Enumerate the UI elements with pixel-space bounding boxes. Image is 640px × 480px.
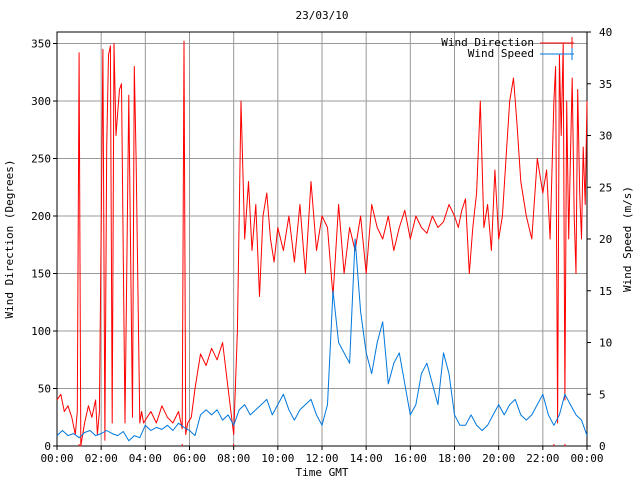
series-line-wind-direction [56, 40, 588, 447]
left-tick-label: 100 [31, 325, 51, 338]
left-tick-label: 350 [31, 38, 51, 51]
grid [57, 32, 587, 446]
right-tick-label: 15 [599, 285, 612, 298]
series [56, 40, 588, 447]
x-tick-label: 20:00 [482, 452, 515, 465]
axis-ticks: 00:00 02:00 04:00 06:00 08:00 10:00 12:00 14:00… [31, 26, 612, 465]
left-tick-label: 0 [44, 440, 51, 453]
legend-label-wind-direction: Wind Direction [441, 36, 534, 49]
left-tick-label: 50 [38, 383, 51, 396]
left-tick-label: 200 [31, 210, 51, 223]
left-tick-label: 150 [31, 268, 51, 281]
x-tick-label: 16:00 [394, 452, 427, 465]
x-axis-label: Time GMT [296, 466, 349, 479]
legend: Wind Direction Wind Speed [441, 36, 574, 60]
left-tick-label: 300 [31, 95, 51, 108]
right-tick-label: 25 [599, 181, 612, 194]
x-tick-label: 06:00 [173, 452, 206, 465]
legend-label-wind-speed: Wind Speed [468, 47, 534, 60]
x-tick-label: 22:00 [526, 452, 559, 465]
right-tick-label: 30 [599, 130, 612, 143]
right-axis-label: Wind Speed (m/s) [621, 186, 634, 292]
x-tick-label: 10:00 [261, 452, 294, 465]
right-tick-label: 35 [599, 78, 612, 91]
right-tick-label: 20 [599, 233, 612, 246]
right-tick-label: 10 [599, 337, 612, 350]
series-line-wind-speed [56, 238, 588, 442]
x-tick-label: 00:00 [40, 452, 73, 465]
chart-title: 23/03/10 [296, 9, 349, 22]
x-tick-label: 08:00 [217, 452, 250, 465]
right-tick-label: 0 [599, 440, 606, 453]
x-tick-label: 04:00 [129, 452, 162, 465]
x-tick-label: 14:00 [350, 452, 383, 465]
x-tick-label: 18:00 [438, 452, 471, 465]
x-tick-label: 12:00 [305, 452, 338, 465]
left-tick-label: 250 [31, 153, 51, 166]
right-tick-label: 40 [599, 26, 612, 39]
left-axis-label: Wind Direction (Degrees) [3, 160, 16, 319]
right-tick-label: 5 [599, 388, 606, 401]
x-tick-label: 02:00 [85, 452, 118, 465]
x-tick-label: 00:00 [570, 452, 603, 465]
